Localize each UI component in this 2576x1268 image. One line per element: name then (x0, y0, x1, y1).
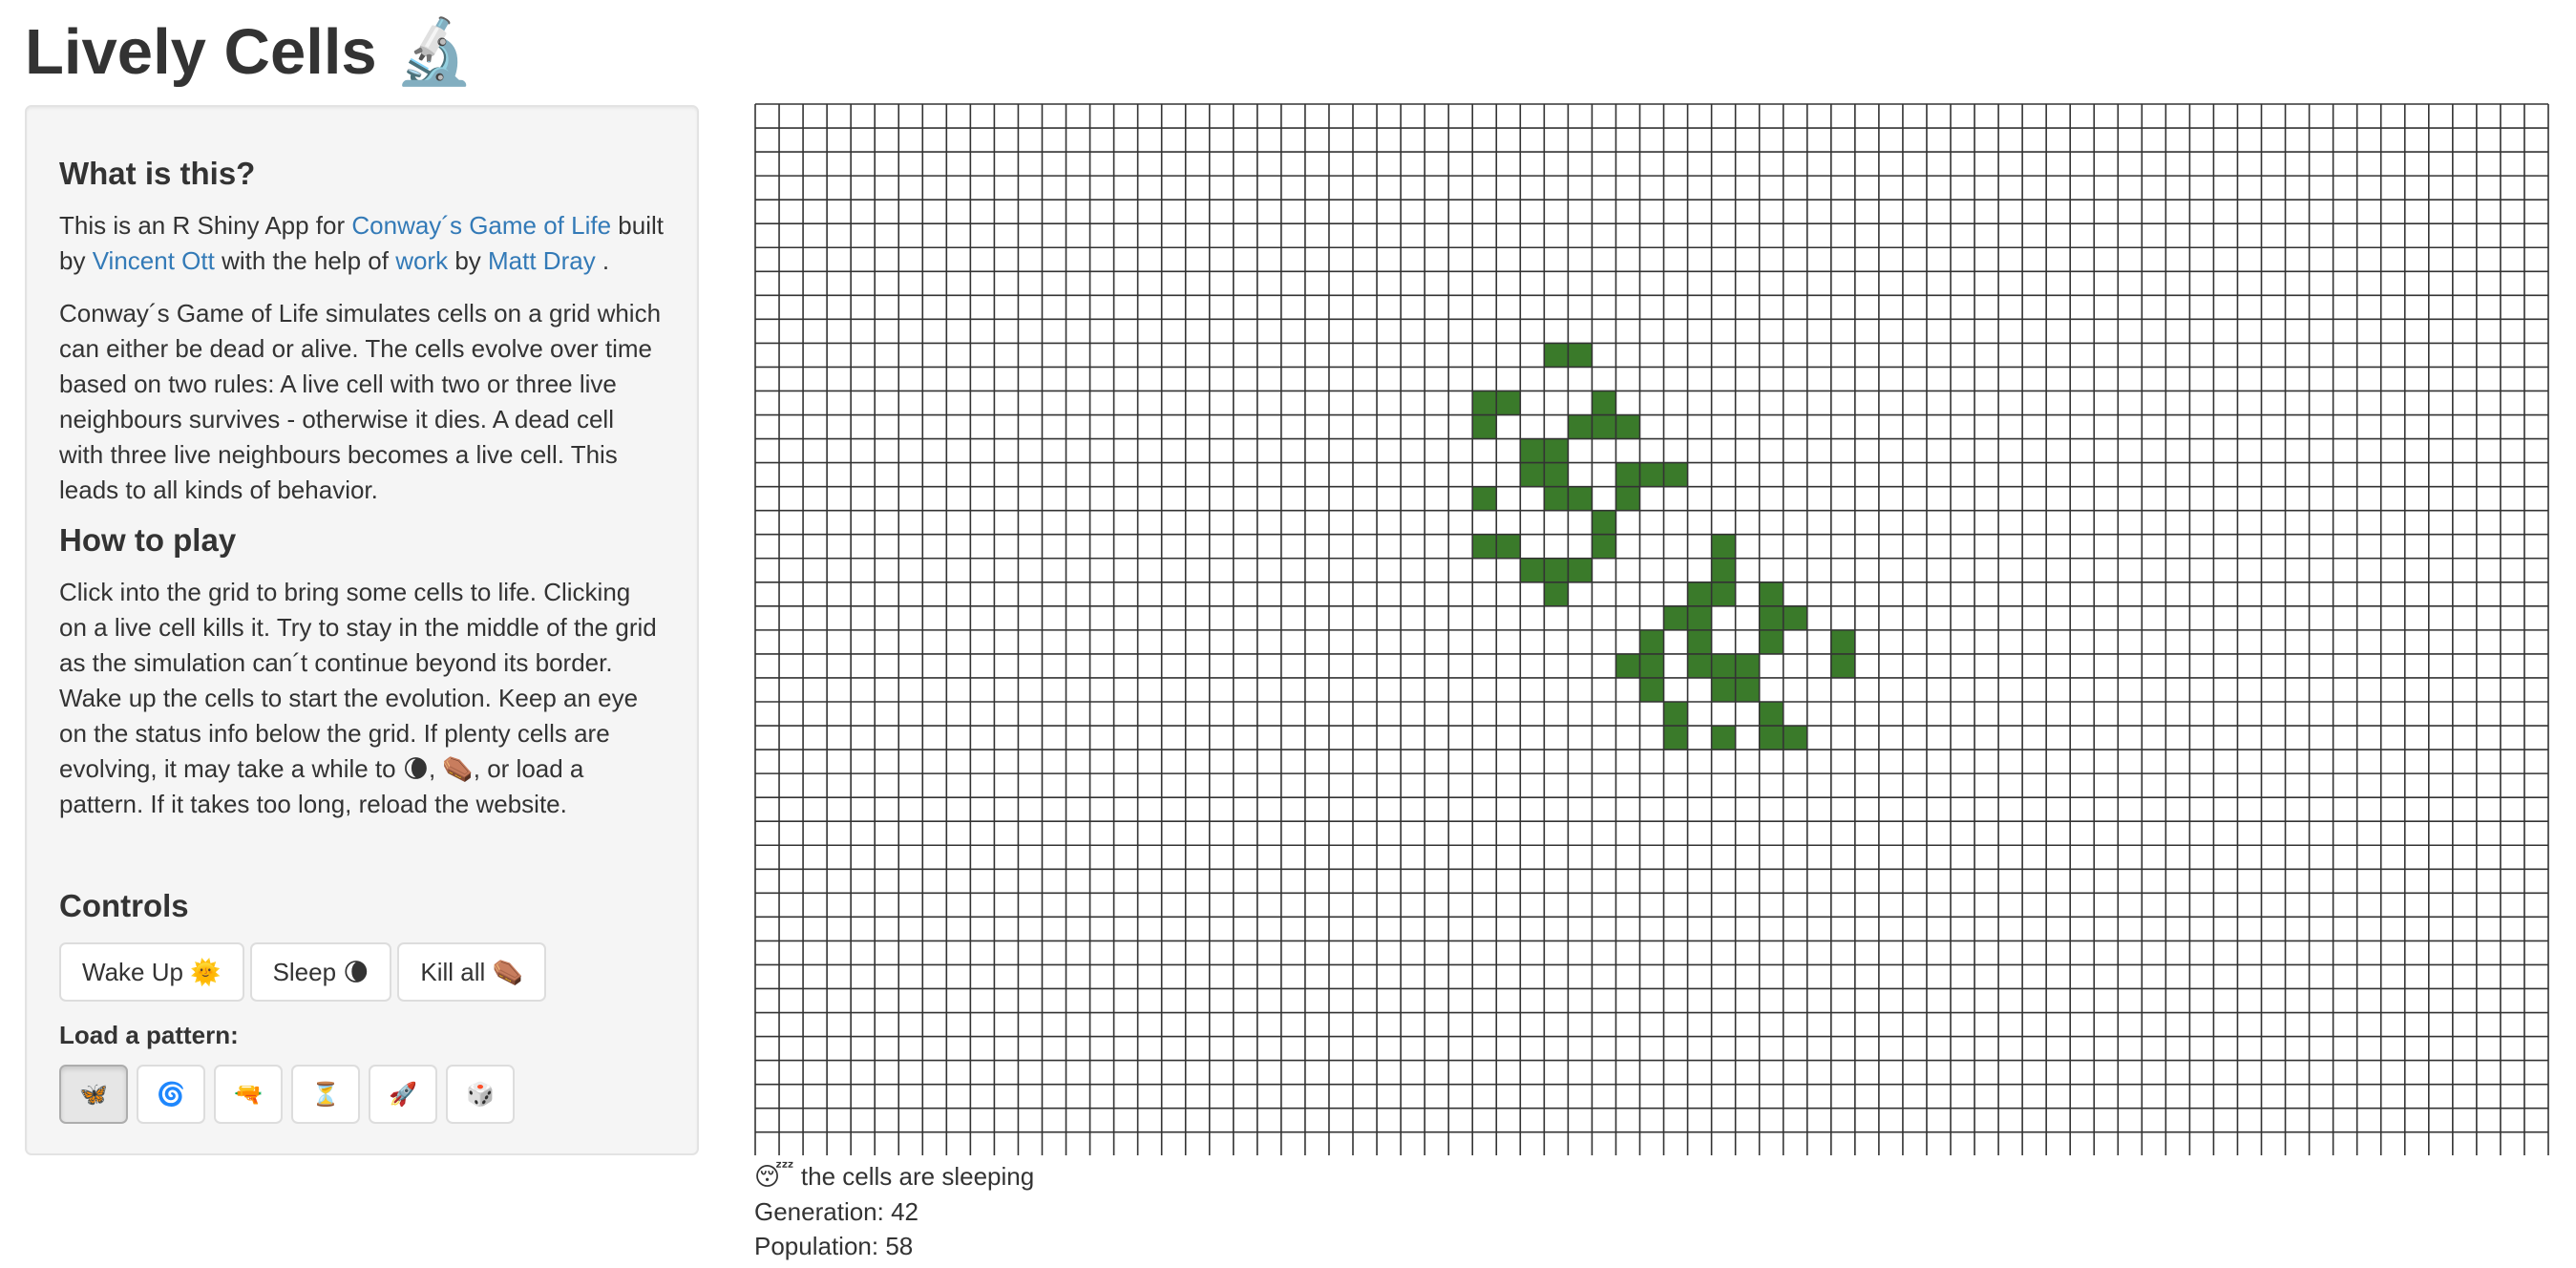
about-heading: What is this? (59, 156, 256, 191)
control-buttons: Wake Up 🌞 Sleep 🌘 Kill all ⚰️ (59, 942, 665, 1002)
game-grid[interactable] (754, 103, 2556, 1155)
live-cell[interactable] (1615, 486, 1640, 511)
live-cell[interactable] (1592, 534, 1616, 559)
live-cell[interactable] (1735, 677, 1760, 702)
pattern-buttons: 🦋 🌀 🔫 ⏳ 🚀 🎲 (59, 1065, 665, 1124)
game-grid-container (754, 103, 2556, 1155)
live-cell[interactable] (1759, 726, 1784, 750)
page-title: Lively Cells 🔬 (25, 16, 475, 88)
status-info: 😴 the cells are sleeping Generation: 42 … (754, 1159, 1034, 1264)
live-cell[interactable] (1472, 391, 1497, 415)
live-cell[interactable] (1520, 558, 1545, 582)
intro-text-1: This is an R Shiny App for (59, 211, 352, 240)
pattern-button-gun[interactable]: 🔫 (214, 1065, 283, 1124)
live-cell[interactable] (1759, 629, 1784, 654)
live-cell[interactable] (1592, 414, 1616, 439)
hourglass-icon: ⏳ (311, 1081, 340, 1108)
live-cell[interactable] (1568, 414, 1593, 439)
live-cell[interactable] (1639, 629, 1664, 654)
dice-icon: 🎲 (466, 1081, 495, 1108)
rocket-icon: 🚀 (389, 1081, 417, 1108)
live-cell[interactable] (1711, 726, 1736, 750)
live-cell[interactable] (1496, 391, 1521, 415)
intro-text-4: by (448, 246, 489, 275)
pattern-button-butterfly[interactable]: 🦋 (59, 1065, 128, 1124)
live-cell[interactable] (1568, 343, 1593, 368)
live-cell[interactable] (1568, 486, 1593, 511)
live-cell[interactable] (1711, 558, 1736, 582)
live-cell[interactable] (1830, 653, 1855, 678)
live-cell[interactable] (1759, 581, 1784, 606)
live-cell[interactable] (1472, 486, 1497, 511)
matt-dray-link[interactable]: Matt Dray (488, 246, 596, 275)
live-cell[interactable] (1568, 558, 1593, 582)
rules-paragraph: Conway´s Game of Life simulates cells on… (59, 299, 662, 504)
live-cell[interactable] (1544, 558, 1569, 582)
controls-heading: Controls (59, 888, 189, 923)
pattern-button-dice[interactable]: 🎲 (446, 1065, 515, 1124)
gun-icon: 🔫 (234, 1081, 263, 1108)
live-cell[interactable] (1520, 438, 1545, 463)
spiral-icon: 🌀 (157, 1081, 185, 1108)
live-cell[interactable] (1639, 677, 1664, 702)
live-cell[interactable] (1544, 486, 1569, 511)
live-cell[interactable] (1735, 653, 1760, 678)
live-cell[interactable] (1783, 605, 1807, 630)
live-cell[interactable] (1687, 581, 1712, 606)
intro-paragraph: This is an R Shiny App for Conway´s Game… (59, 208, 665, 279)
live-cell[interactable] (1544, 343, 1569, 368)
live-cell[interactable] (1783, 726, 1807, 750)
wake-up-button[interactable]: Wake Up 🌞 (59, 942, 244, 1002)
live-cell[interactable] (1615, 462, 1640, 487)
work-link[interactable]: work (395, 246, 449, 275)
live-cell[interactable] (1663, 726, 1688, 750)
live-cell[interactable] (1592, 510, 1616, 535)
status-population: Population: 58 (754, 1232, 914, 1260)
live-cell[interactable] (1615, 414, 1640, 439)
live-cell[interactable] (1759, 605, 1784, 630)
sleep-button[interactable]: Sleep 🌘 (249, 942, 392, 1002)
live-cell[interactable] (1520, 462, 1545, 487)
live-cell[interactable] (1639, 462, 1664, 487)
intro-text-5: . (595, 246, 610, 275)
live-cell[interactable] (1639, 653, 1664, 678)
live-cell[interactable] (1687, 629, 1712, 654)
live-cell[interactable] (1663, 702, 1688, 727)
sidebar-panel: What is this? This is an R Shiny App for… (25, 105, 699, 1155)
pattern-button-spiral[interactable]: 🌀 (137, 1065, 205, 1124)
author-link[interactable]: Vincent Ott (92, 246, 215, 275)
live-cell[interactable] (1711, 534, 1736, 559)
how-to-play-heading: How to play (59, 522, 237, 558)
live-cell[interactable] (1544, 462, 1569, 487)
live-cell[interactable] (1544, 581, 1569, 606)
pattern-label: Load a pattern: (59, 1021, 239, 1049)
live-cell[interactable] (1472, 534, 1497, 559)
live-cell[interactable] (1711, 653, 1736, 678)
live-cell[interactable] (1663, 605, 1688, 630)
live-cell[interactable] (1592, 391, 1616, 415)
live-cell[interactable] (1496, 534, 1521, 559)
live-cell[interactable] (1544, 438, 1569, 463)
live-cell[interactable] (1759, 702, 1784, 727)
live-cell[interactable] (1687, 605, 1712, 630)
grid-lines (754, 103, 2549, 1155)
game-of-life-link[interactable]: Conway´s Game of Life (351, 211, 612, 240)
kill-all-button[interactable]: Kill all ⚰️ (397, 942, 546, 1002)
intro-text-2: built by (59, 211, 664, 275)
live-cell[interactable] (1711, 677, 1736, 702)
live-cell[interactable] (1830, 629, 1855, 654)
pattern-button-hourglass[interactable]: ⏳ (291, 1065, 360, 1124)
live-cell[interactable] (1472, 414, 1497, 439)
butterfly-icon: 🦋 (79, 1081, 108, 1108)
live-cell[interactable] (1687, 653, 1712, 678)
how-to-play-paragraph: Click into the grid to bring some cells … (59, 578, 657, 818)
status-generation: Generation: 42 (754, 1196, 919, 1226)
intro-text-3: with the help of (214, 246, 396, 275)
status-state: 😴 the cells are sleeping (754, 1162, 1035, 1191)
live-cell[interactable] (1711, 581, 1736, 606)
pattern-button-rocket[interactable]: 🚀 (369, 1065, 437, 1124)
live-cell[interactable] (1663, 462, 1688, 487)
live-cell[interactable] (1615, 653, 1640, 678)
